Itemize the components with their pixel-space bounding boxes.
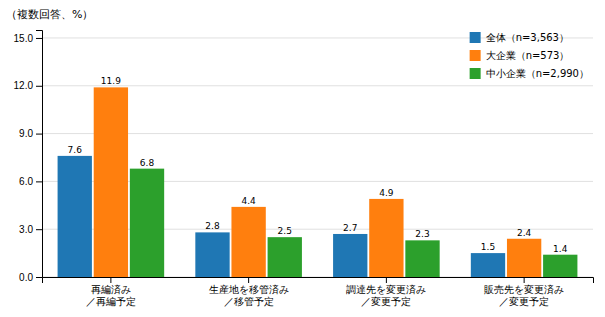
y-tick: 6.0: [19, 176, 42, 187]
bars: [58, 87, 578, 277]
y-tick-label: 3.0: [19, 224, 33, 235]
y-tick-mark: [36, 134, 42, 135]
data-label: 2.3: [415, 229, 429, 239]
x-tick-mark: [248, 277, 249, 283]
plot: 0.0 3.0 6.0 9.0 12.0 15.0 再編済み／再編予定 生産地を移管済み／移管…: [14, 31, 594, 308]
data-label: 2.8: [205, 221, 220, 231]
legend-label: 大企業（n=573）: [486, 50, 570, 61]
legend-item: 全体（n=3,563）: [470, 32, 569, 43]
y-tick-mark: [36, 181, 42, 182]
y-tick-label: 0.0: [19, 272, 33, 283]
bar: [130, 169, 164, 277]
data-label: 2.5: [278, 226, 292, 236]
y-tick: 9.0: [19, 128, 42, 139]
bar-series: [94, 87, 542, 277]
data-label: 4.4: [241, 196, 256, 206]
y-tick-label: 6.0: [19, 176, 33, 187]
y-tick-mark: [36, 86, 42, 87]
x-tick-label: 再編済み／再編予定: [86, 284, 136, 307]
data-label: 2.4: [517, 228, 532, 238]
y-tick-mark: [36, 277, 42, 278]
bar: [231, 207, 265, 277]
legend-label: 中小企業（n=2,990）: [486, 68, 589, 79]
legend-label: 全体（n=3,563）: [486, 32, 569, 43]
legend-swatch: [470, 68, 481, 79]
y-axis: 0.0 3.0 6.0 9.0 12.0 15.0: [14, 31, 43, 283]
y-tick: 3.0: [19, 224, 42, 235]
legend-swatch: [470, 50, 481, 61]
y-tick: 15.0: [14, 33, 42, 44]
data-label: 6.8: [140, 158, 155, 168]
y-tick-label: 9.0: [19, 128, 33, 139]
legend-swatch: [470, 32, 481, 43]
x-tick: 生産地を移管済み／移管予定: [209, 277, 289, 307]
x-axis: 再編済み／再編予定 生産地を移管済み／移管予定 調達先を変更済み／変更予定 販売先を変…: [43, 277, 594, 307]
y-axis-label: （複数回答、%）: [6, 8, 93, 21]
x-tick-mark: [110, 277, 111, 283]
bar: [94, 87, 128, 277]
bar: [543, 255, 577, 277]
y-tick-label: 15.0: [14, 33, 34, 44]
y-tick-mark: [36, 38, 42, 39]
y-tick: 0.0: [19, 272, 42, 283]
x-axis-line: [43, 278, 594, 284]
chart: 0.0 3.0 6.0 9.0 12.0 15.0 再編済み／再編予定 生産地を移管済み／移管…: [0, 0, 605, 317]
x-tick: 調達先を変更済み／変更予定: [346, 277, 426, 307]
data-label: 11.9: [101, 76, 121, 86]
y-tick: 12.0: [14, 80, 42, 91]
bar: [507, 239, 541, 277]
bar: [333, 234, 367, 277]
y-tick-mark: [36, 229, 42, 230]
data-labels: 7.6 2.8 2.7 1.5 11.9 4.4 4.9 2.4 6.8 2.5 2.3 1.4: [68, 76, 568, 253]
bar: [369, 199, 403, 277]
data-label: 7.6: [68, 145, 83, 155]
data-label: 1.5: [481, 242, 495, 252]
x-tick-label: 生産地を移管済み／移管予定: [209, 284, 289, 307]
data-label: 4.9: [379, 188, 394, 198]
data-label: 2.7: [343, 223, 357, 233]
x-tick: 再編済み／再編予定: [86, 277, 136, 307]
legend-item: 中小企業（n=2,990）: [470, 68, 589, 79]
x-tick-label: 販売先を変更済み／変更予定: [484, 284, 564, 307]
x-tick-mark: [524, 277, 525, 283]
grid: [42, 38, 593, 277]
bar: [58, 156, 92, 277]
legend: 全体（n=3,563） 大企業（n=573） 中小企業（n=2,990）: [470, 32, 589, 79]
grid-line: [42, 85, 593, 86]
legend-item: 大企業（n=573）: [470, 50, 570, 61]
bar-series: [130, 169, 578, 277]
data-label: 1.4: [553, 244, 568, 254]
y-tick-label: 12.0: [14, 80, 34, 91]
x-tick: 販売先を変更済み／変更予定: [484, 277, 564, 307]
x-tick-label: 調達先を変更済み／変更予定: [346, 284, 426, 307]
bar: [471, 253, 505, 277]
x-tick-mark: [386, 277, 387, 283]
bar: [195, 232, 229, 277]
y-axis-line: [36, 31, 43, 278]
bar: [268, 237, 302, 277]
bar: [405, 240, 439, 277]
